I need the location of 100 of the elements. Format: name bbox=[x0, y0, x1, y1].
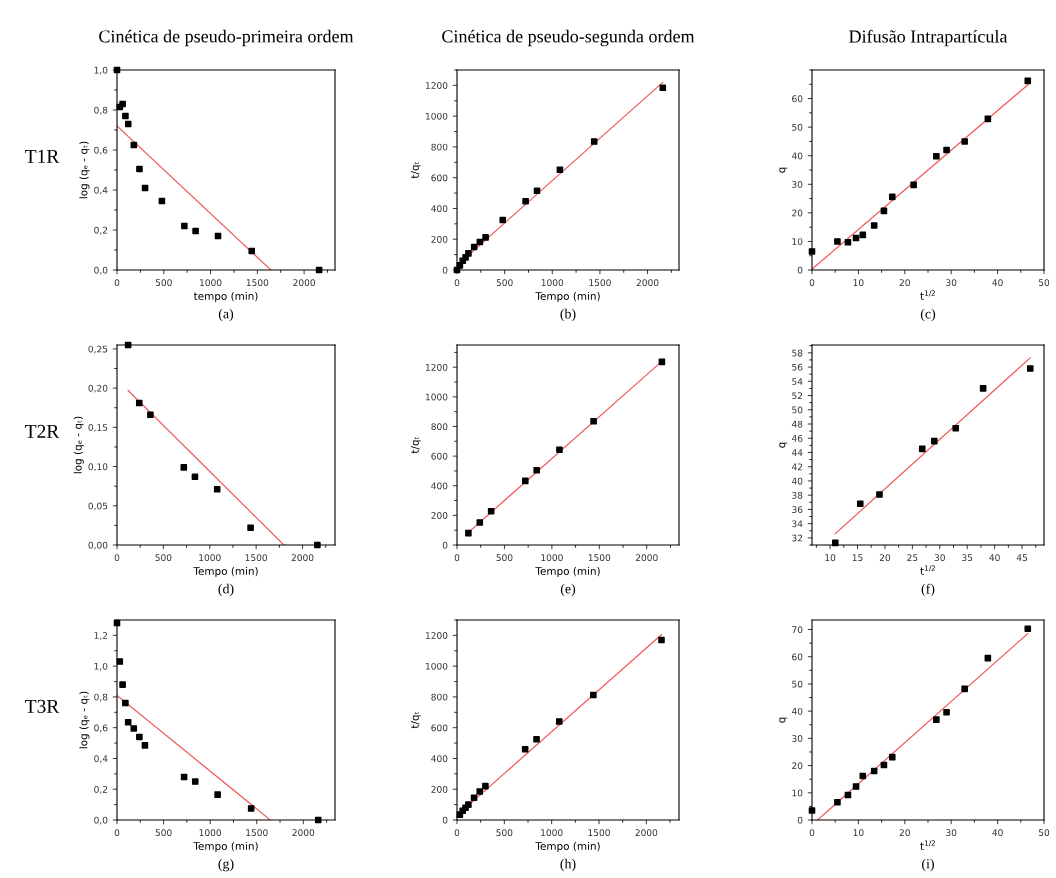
y-tick-label: 400 bbox=[431, 205, 448, 213]
point bbox=[314, 541, 321, 549]
x-axis-title: t$^{1/2}$ bbox=[920, 290, 935, 300]
point bbox=[247, 524, 254, 532]
x-axis-title: t$^{1/2}$ bbox=[920, 840, 935, 850]
x-axis-title: Tempo (min) bbox=[535, 566, 600, 578]
point bbox=[852, 783, 860, 790]
point bbox=[808, 248, 816, 255]
point bbox=[832, 539, 839, 547]
x-tick-label: 1500 bbox=[246, 829, 268, 837]
point bbox=[465, 529, 472, 537]
x-tick-label: 0 bbox=[114, 554, 120, 562]
x-axis-title: Tempo (min) bbox=[193, 566, 258, 578]
text: (f) bbox=[921, 583, 935, 597]
point bbox=[918, 445, 926, 453]
point bbox=[122, 112, 129, 120]
point bbox=[808, 807, 816, 814]
y-tick-label: 200 bbox=[431, 785, 448, 793]
text: (h) bbox=[560, 858, 576, 872]
point bbox=[659, 84, 667, 91]
y-tick-label: 1000 bbox=[425, 393, 448, 401]
y-tick-label: 0,00 bbox=[88, 541, 108, 550]
y-tick-label: 0,05 bbox=[88, 502, 108, 511]
y-tick-label: 1200 bbox=[425, 632, 448, 639]
x-axis-title: Tempo (min) bbox=[535, 841, 600, 853]
point bbox=[658, 636, 665, 644]
x-tick-label: 0 bbox=[454, 279, 460, 287]
y-tick-label: 1000 bbox=[425, 112, 448, 120]
y-tick-label: 600 bbox=[431, 724, 448, 732]
point bbox=[135, 399, 143, 407]
point bbox=[556, 446, 563, 454]
x-tick-label: 30 bbox=[946, 279, 957, 287]
x-axis-title: tempo (min) bbox=[193, 291, 258, 303]
point bbox=[522, 197, 529, 205]
point bbox=[521, 745, 529, 753]
y-tick-label: 200 bbox=[431, 235, 448, 243]
y-tick-label: 400 bbox=[431, 482, 448, 490]
x-tick-label: 20 bbox=[899, 279, 910, 287]
x-tick-label: 40 bbox=[989, 554, 1000, 562]
y-tick-label: 600 bbox=[431, 452, 448, 460]
y-tick-label: 800 bbox=[431, 693, 448, 701]
y-tick-label: 0 bbox=[797, 816, 803, 824]
point bbox=[933, 152, 940, 160]
x-tick-label: 0 bbox=[454, 829, 460, 837]
point bbox=[943, 146, 950, 154]
x-tick-label: 0 bbox=[809, 829, 815, 837]
point bbox=[856, 500, 864, 508]
point bbox=[1024, 77, 1032, 85]
point bbox=[470, 794, 478, 801]
point bbox=[465, 250, 472, 257]
y-tick-label: 30 bbox=[792, 735, 803, 742]
x-axis-title: t$^{1/2}$ bbox=[920, 565, 935, 575]
point bbox=[590, 418, 597, 425]
text: T2R bbox=[25, 424, 60, 438]
y-tick-label: 0,4 bbox=[94, 755, 108, 763]
point bbox=[979, 385, 987, 392]
point bbox=[191, 778, 199, 785]
y-tick-label: 0,0 bbox=[94, 266, 108, 275]
x-tick-label: 10 bbox=[825, 554, 836, 562]
point bbox=[834, 238, 841, 245]
y-tick-label: 52 bbox=[792, 392, 803, 400]
point bbox=[499, 216, 507, 224]
point bbox=[961, 685, 968, 693]
x-tick-label: 2000 bbox=[291, 554, 314, 562]
text: (g) bbox=[218, 858, 234, 872]
point bbox=[136, 165, 143, 173]
x-tick-label: 1000 bbox=[541, 829, 563, 837]
chart-title: Difusão Intrapartícula bbox=[849, 29, 1008, 47]
point bbox=[476, 519, 484, 526]
point bbox=[1024, 625, 1032, 633]
x-tick-label: 1500 bbox=[588, 829, 610, 837]
point bbox=[141, 742, 149, 749]
point bbox=[888, 753, 896, 761]
y-tick-label: 1,0 bbox=[94, 662, 108, 671]
x-tick-label: 20 bbox=[899, 829, 910, 837]
y-tick-label: 32 bbox=[792, 534, 803, 542]
y-tick-label: 0 bbox=[442, 266, 448, 274]
y-tick-label: 30 bbox=[792, 181, 803, 188]
y-tick-label: 1200 bbox=[425, 363, 448, 371]
point bbox=[124, 719, 132, 726]
point bbox=[961, 138, 968, 145]
point bbox=[943, 708, 950, 716]
y-tick-label: 20 bbox=[792, 762, 803, 770]
point bbox=[888, 193, 896, 201]
x-tick-label: 2000 bbox=[292, 829, 315, 837]
y-tick-label: 48 bbox=[791, 420, 803, 428]
point bbox=[533, 466, 540, 474]
point bbox=[933, 716, 940, 723]
text: (d) bbox=[218, 583, 234, 597]
x-tick-label: 500 bbox=[155, 279, 172, 287]
x-tick-label: 500 bbox=[155, 554, 172, 562]
y-axis-title: log (qₑ - qₜ) bbox=[73, 416, 84, 474]
text: (c) bbox=[920, 308, 936, 322]
x-axis-title: Tempo (min) bbox=[535, 291, 600, 303]
x-tick-label: 10 bbox=[853, 829, 864, 837]
point bbox=[910, 181, 917, 189]
point bbox=[522, 477, 529, 485]
point bbox=[844, 238, 852, 246]
point bbox=[590, 691, 597, 699]
y-tick-label: 0,15 bbox=[88, 424, 108, 432]
